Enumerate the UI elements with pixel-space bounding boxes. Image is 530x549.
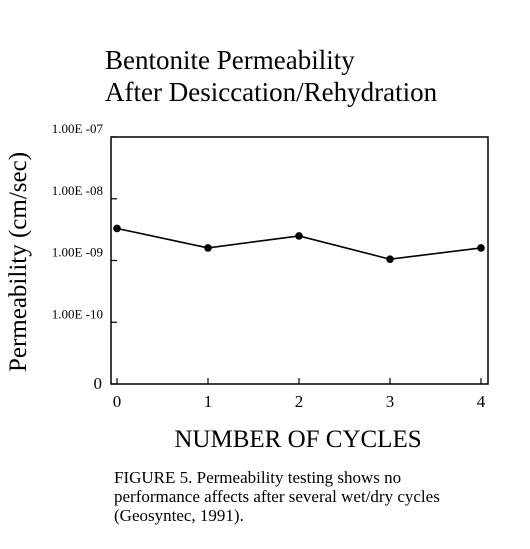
caption-line-2: performance affects after several wet/dr… [114,487,440,506]
y-tick-label: 1.00E -07 [52,121,104,136]
chart-title: Bentonite Permeability After Desiccation… [105,44,437,108]
x-axis-ticks: 0 1 2 3 4 [113,378,486,411]
data-point [477,244,485,252]
chart-title-line-2: After Desiccation/Rehydration [105,77,438,107]
data-point [113,224,121,233]
chart-title-line-1: Bentonite Permeability [105,45,355,75]
x-tick-label: 3 [386,392,395,411]
x-tick-label: 0 [113,392,122,411]
data-point [386,255,394,263]
y-axis-label: Permeability (cm/sec) [5,152,32,372]
data-point [295,232,303,240]
x-tick-label: 1 [204,392,213,411]
series-permeability [113,224,485,263]
y-tick-label: 1.00E -08 [52,183,103,198]
figure-caption: FIGURE 5. Permeability testing shows no … [114,468,524,525]
y-tick-label: 0 [94,374,103,393]
caption-line-3: (Geosyntec, 1991). [114,506,244,525]
data-point [204,244,212,252]
y-axis-ticks: 1.00E -07 1.00E -08 1.00E -09 1.00E -10 0 [52,121,117,393]
x-tick-label: 4 [477,392,486,411]
y-tick-label: 1.00E -09 [52,245,103,260]
caption-line-1: FIGURE 5. Permeability testing shows no [114,468,402,487]
plot-frame [110,136,489,385]
y-tick-label: 1.00E -10 [52,306,103,321]
x-tick-label: 2 [295,392,304,411]
x-axis-label: NUMBER OF CYCLES [174,426,421,453]
